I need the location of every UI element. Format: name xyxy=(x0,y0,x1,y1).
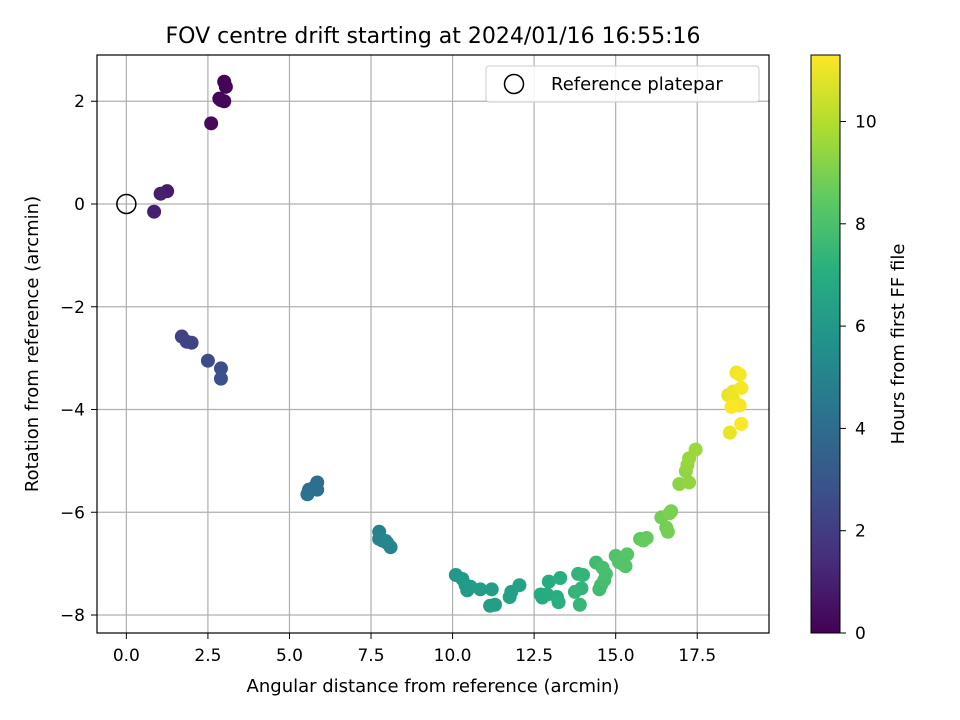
x-tick-label: 0.0 xyxy=(113,646,140,666)
data-point xyxy=(378,534,393,549)
data-point xyxy=(502,590,517,605)
data-point xyxy=(484,582,499,597)
data-point xyxy=(553,571,568,586)
legend-marker-open-circle xyxy=(503,73,525,95)
data-point xyxy=(213,361,228,376)
data-point xyxy=(512,578,527,593)
x-tick-label: 15.0 xyxy=(597,646,635,666)
y-axis-label: Rotation from reference (arcmin) xyxy=(22,196,43,492)
data-point xyxy=(487,597,502,612)
colorbar-tick-label: 0 xyxy=(855,624,866,644)
x-axis-ticks: 0.0 2.5 5.0 7.5 10.0 12.5 15.0 17.5 xyxy=(113,633,716,666)
data-point xyxy=(734,380,749,395)
data-point xyxy=(147,204,162,219)
data-point xyxy=(460,583,475,598)
data-point xyxy=(213,93,228,108)
colorbar-tick-label: 6 xyxy=(855,317,866,337)
y-tick-label: −6 xyxy=(60,503,85,523)
reference-platepar-marker xyxy=(116,193,137,215)
y-tick-label: 2 xyxy=(74,92,85,112)
data-point xyxy=(300,487,315,502)
data-point xyxy=(572,597,587,612)
colorbar-ticks: 0 2 4 6 8 10 xyxy=(840,112,877,644)
data-point xyxy=(660,524,675,539)
x-tick-label: 5.0 xyxy=(276,646,303,666)
colorbar-tick-label: 4 xyxy=(855,419,866,439)
x-tick-label: 10.0 xyxy=(434,646,472,666)
data-point xyxy=(551,595,566,610)
x-tick-label: 2.5 xyxy=(194,646,221,666)
data-point xyxy=(724,399,739,414)
data-point xyxy=(682,475,697,490)
data-point xyxy=(153,186,168,201)
chart-title: FOV centre drift starting at 2024/01/16 … xyxy=(166,24,701,49)
data-point xyxy=(636,533,651,548)
data-point xyxy=(688,442,703,457)
x-tick-label: 7.5 xyxy=(357,646,384,666)
legend-label: Reference platepar xyxy=(551,74,723,95)
colorbar-tick-label: 10 xyxy=(855,112,877,132)
data-point xyxy=(595,560,610,575)
y-tick-label: −2 xyxy=(60,298,85,318)
data-point xyxy=(204,116,219,131)
data-point xyxy=(734,416,749,431)
data-point xyxy=(567,584,582,599)
y-tick-label: −8 xyxy=(60,606,85,626)
plot-frame xyxy=(96,54,770,634)
data-point xyxy=(200,353,215,368)
y-tick-label: 0 xyxy=(74,195,85,215)
y-tick-label: −4 xyxy=(60,401,85,421)
data-point xyxy=(541,574,556,589)
colorbar-tick-label: 2 xyxy=(855,522,866,542)
x-axis-label: Angular distance from reference (arcmin) xyxy=(247,676,620,697)
legend-box xyxy=(485,65,760,103)
x-tick-label: 12.5 xyxy=(515,646,553,666)
data-point xyxy=(473,582,488,597)
colorbar-tick-label: 8 xyxy=(855,215,866,235)
colorbar-label: Hours from first FF file xyxy=(888,244,909,445)
x-tick-label: 17.5 xyxy=(678,646,716,666)
data-point xyxy=(722,425,737,440)
data-point xyxy=(732,367,747,382)
colorbar xyxy=(810,54,841,634)
data-point xyxy=(218,79,233,94)
data-point xyxy=(662,506,677,521)
data-point xyxy=(576,567,591,582)
data-point xyxy=(184,335,199,350)
data-point xyxy=(213,371,228,386)
data-point xyxy=(615,556,630,571)
scatter-points xyxy=(116,74,749,613)
legend: Reference platepar xyxy=(485,65,760,103)
y-axis-ticks: −8 −6 −4 −2 0 2 xyxy=(60,92,97,626)
